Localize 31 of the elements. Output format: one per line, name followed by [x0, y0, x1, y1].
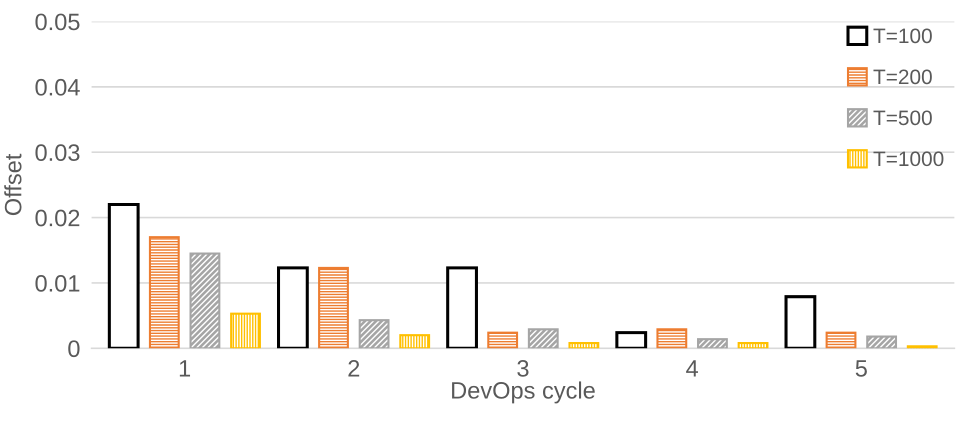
- legend-label: T=200: [873, 69, 932, 84]
- bar: [358, 319, 390, 348]
- y-tick-label: 0.05: [35, 14, 80, 30]
- bar: [568, 342, 600, 348]
- legend-label: T=500: [873, 110, 932, 126]
- bar: [230, 312, 261, 348]
- legend-label: T=1000: [873, 151, 944, 166]
- bar: [487, 332, 518, 348]
- bar: [826, 332, 856, 348]
- x-tick-label: 5: [856, 360, 867, 377]
- x-tick-label: 4: [686, 360, 698, 377]
- bar: [399, 334, 430, 348]
- bar: [190, 252, 220, 348]
- bar: [738, 342, 768, 348]
- y-tick-label: 0.03: [35, 144, 80, 162]
- legend-label: T=100: [873, 28, 932, 44]
- y-tick-label: 0.01: [35, 275, 80, 292]
- bar: [318, 266, 349, 348]
- y-tick-label: 0.02: [35, 210, 80, 226]
- bar: [697, 338, 728, 348]
- y-tick-label: 0: [68, 340, 80, 358]
- bar: [656, 328, 688, 348]
- y-axis-title: Offset: [4, 154, 22, 216]
- x-tick-label: 1: [180, 360, 190, 377]
- x-tick-label: 2: [348, 360, 360, 377]
- x-axis-title: DevOps cycle: [452, 381, 595, 404]
- bar: [528, 328, 559, 348]
- y-tick-label: 0.04: [35, 78, 80, 96]
- bar: [148, 236, 180, 348]
- bar: [866, 335, 898, 348]
- x-tick-label: 3: [517, 360, 528, 377]
